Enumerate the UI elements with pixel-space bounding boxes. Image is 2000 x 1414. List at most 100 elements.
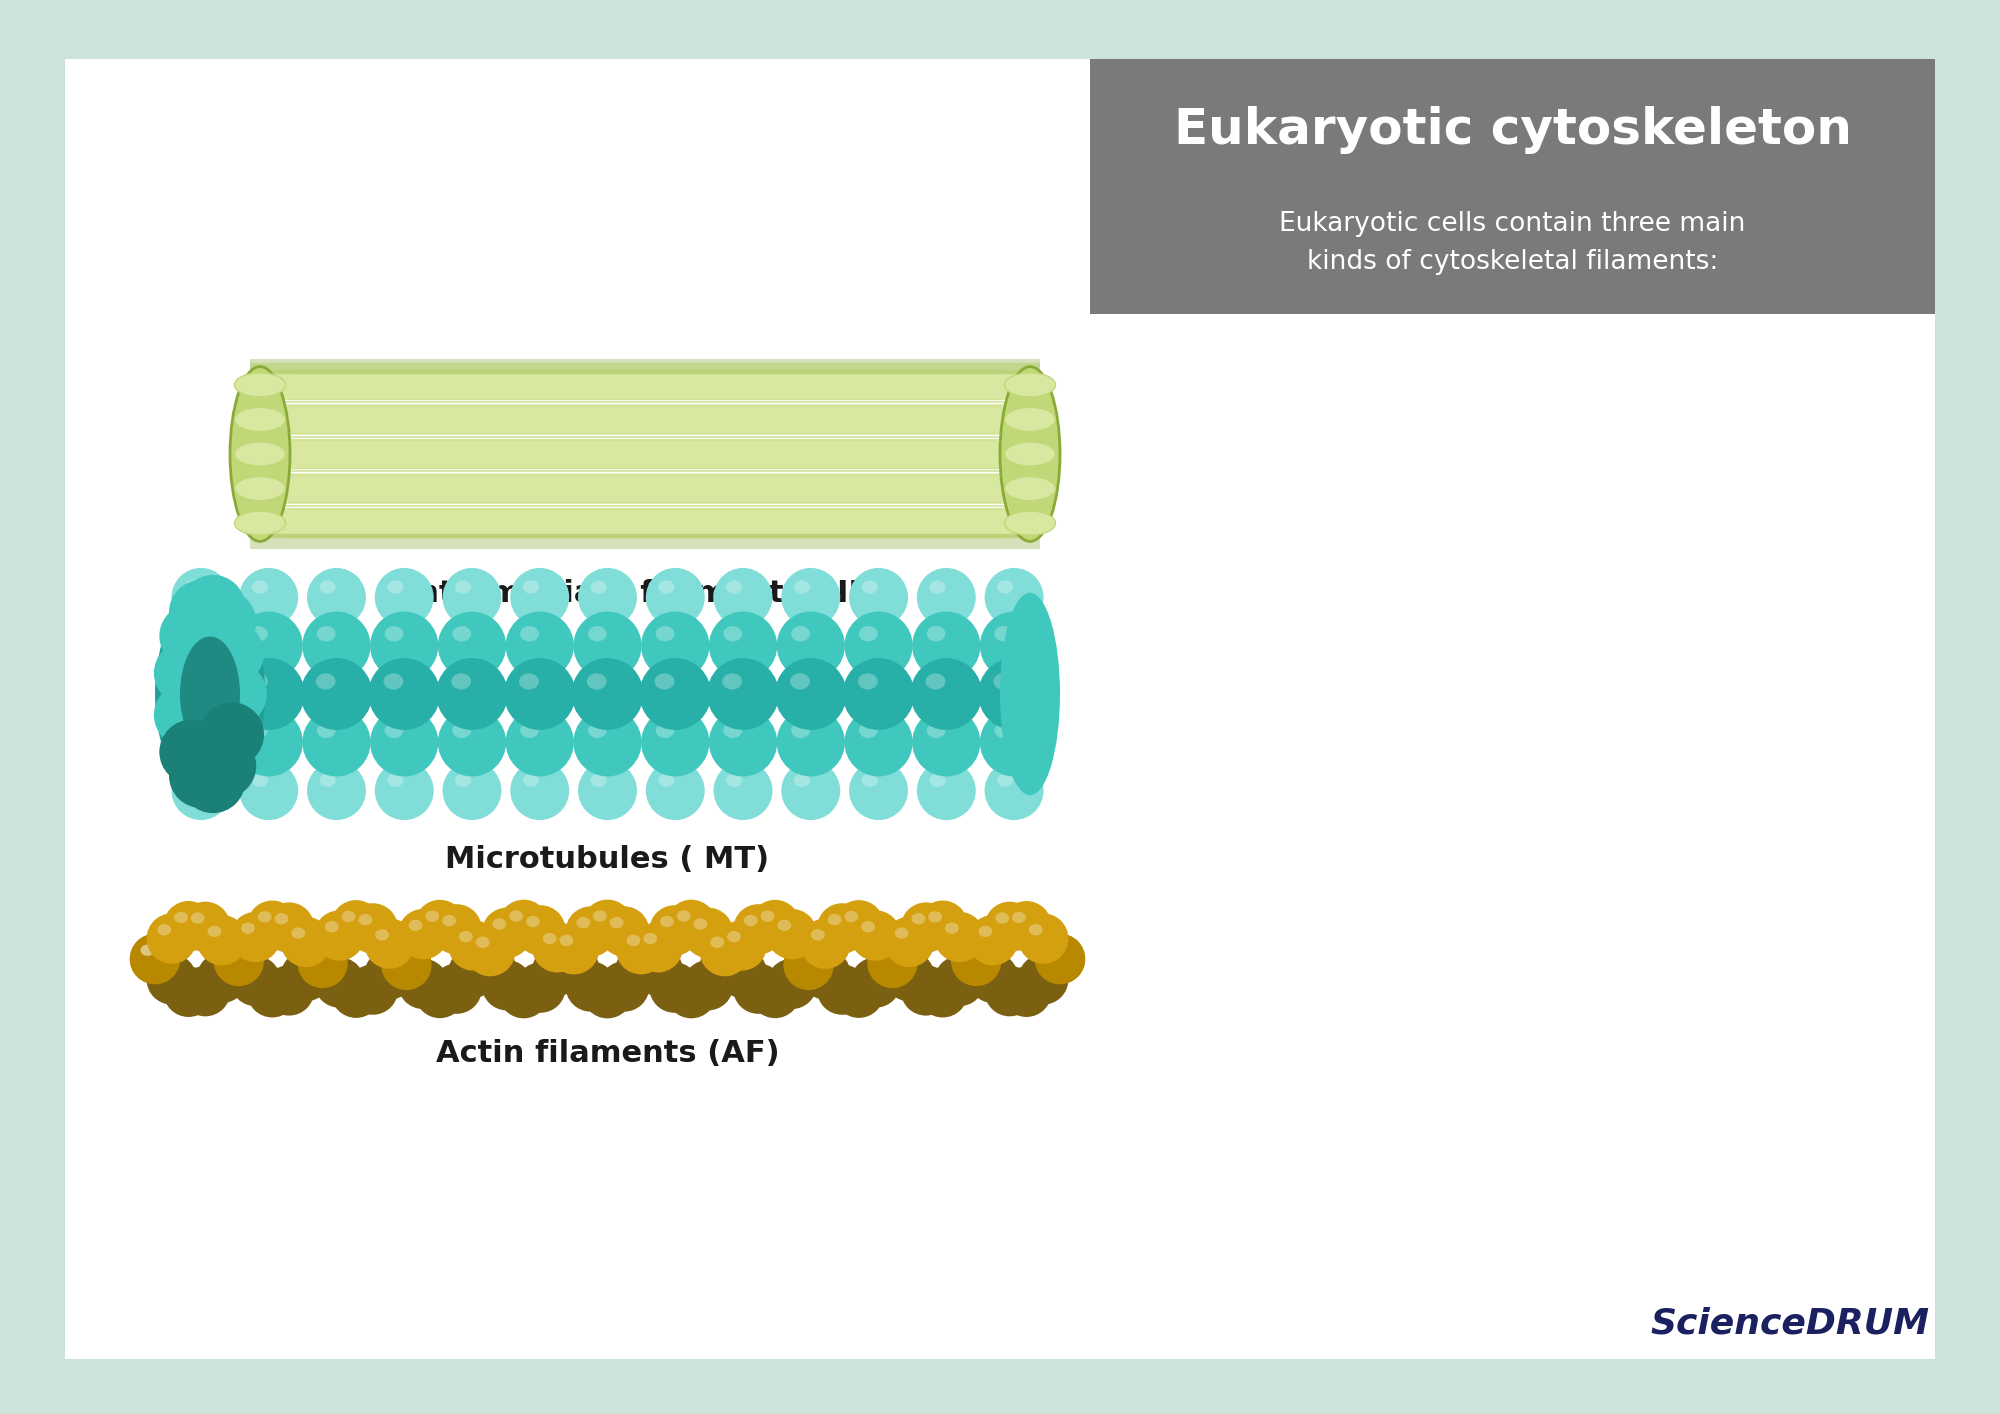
- Ellipse shape: [506, 708, 574, 776]
- Ellipse shape: [928, 911, 942, 922]
- Ellipse shape: [994, 673, 1014, 690]
- Ellipse shape: [1004, 373, 1056, 397]
- Ellipse shape: [264, 902, 314, 953]
- Ellipse shape: [192, 590, 256, 655]
- Ellipse shape: [234, 510, 286, 534]
- Ellipse shape: [650, 963, 700, 1012]
- Text: Eukaryotic cells contain three main
kinds of cytoskeletal filaments:: Eukaryotic cells contain three main kind…: [1280, 211, 1746, 274]
- Ellipse shape: [448, 921, 498, 970]
- Ellipse shape: [506, 612, 574, 680]
- Ellipse shape: [180, 636, 240, 751]
- Ellipse shape: [448, 947, 498, 998]
- Ellipse shape: [408, 919, 422, 930]
- Ellipse shape: [952, 932, 1002, 983]
- Ellipse shape: [498, 969, 548, 1018]
- Ellipse shape: [600, 962, 650, 1011]
- Ellipse shape: [384, 723, 404, 738]
- Ellipse shape: [348, 904, 398, 953]
- Ellipse shape: [154, 641, 218, 706]
- Ellipse shape: [968, 953, 1018, 1003]
- Ellipse shape: [616, 943, 666, 994]
- Ellipse shape: [850, 911, 900, 960]
- Ellipse shape: [984, 902, 1034, 952]
- Ellipse shape: [694, 918, 708, 929]
- Ellipse shape: [642, 708, 710, 776]
- Ellipse shape: [522, 773, 540, 788]
- Ellipse shape: [766, 959, 818, 1010]
- Ellipse shape: [676, 911, 690, 922]
- Ellipse shape: [316, 626, 336, 642]
- Ellipse shape: [578, 568, 636, 626]
- FancyBboxPatch shape: [260, 438, 1030, 469]
- Ellipse shape: [750, 967, 800, 1018]
- Ellipse shape: [172, 761, 230, 820]
- Ellipse shape: [594, 911, 606, 922]
- Ellipse shape: [810, 929, 824, 940]
- Ellipse shape: [708, 612, 778, 680]
- Ellipse shape: [168, 744, 234, 807]
- Ellipse shape: [240, 761, 298, 820]
- Ellipse shape: [760, 911, 774, 922]
- Ellipse shape: [320, 773, 336, 788]
- Ellipse shape: [234, 708, 302, 776]
- Ellipse shape: [774, 658, 846, 730]
- Ellipse shape: [398, 959, 448, 1010]
- Ellipse shape: [166, 612, 236, 680]
- Ellipse shape: [452, 626, 472, 642]
- Ellipse shape: [160, 604, 224, 669]
- Ellipse shape: [388, 581, 404, 594]
- Ellipse shape: [926, 673, 946, 690]
- Ellipse shape: [182, 626, 200, 642]
- Ellipse shape: [934, 912, 984, 962]
- Ellipse shape: [574, 612, 642, 680]
- Ellipse shape: [166, 708, 236, 776]
- Ellipse shape: [172, 568, 230, 626]
- Ellipse shape: [180, 748, 246, 813]
- Ellipse shape: [306, 761, 366, 820]
- Ellipse shape: [642, 612, 710, 680]
- Ellipse shape: [930, 773, 946, 788]
- Ellipse shape: [968, 915, 1018, 966]
- Ellipse shape: [456, 773, 472, 788]
- Ellipse shape: [374, 568, 434, 626]
- Ellipse shape: [666, 899, 716, 950]
- Ellipse shape: [532, 946, 582, 995]
- Ellipse shape: [184, 581, 200, 594]
- Ellipse shape: [998, 773, 1014, 788]
- Ellipse shape: [1046, 945, 1060, 956]
- Ellipse shape: [248, 967, 298, 1018]
- Ellipse shape: [782, 568, 840, 626]
- Ellipse shape: [314, 911, 364, 960]
- Ellipse shape: [330, 901, 382, 950]
- Ellipse shape: [610, 918, 624, 929]
- Ellipse shape: [658, 773, 674, 788]
- Ellipse shape: [566, 962, 616, 1011]
- Ellipse shape: [302, 708, 370, 776]
- Ellipse shape: [708, 658, 778, 730]
- Ellipse shape: [600, 906, 650, 957]
- Ellipse shape: [792, 626, 810, 642]
- Ellipse shape: [510, 568, 570, 626]
- Ellipse shape: [164, 901, 214, 952]
- Ellipse shape: [980, 612, 1048, 680]
- Ellipse shape: [342, 911, 356, 922]
- Ellipse shape: [280, 950, 332, 1001]
- Ellipse shape: [348, 964, 398, 1015]
- Ellipse shape: [766, 909, 818, 959]
- Text: Actin filaments (AF): Actin filaments (AF): [436, 1039, 780, 1069]
- Ellipse shape: [308, 940, 322, 952]
- Ellipse shape: [842, 658, 914, 730]
- Ellipse shape: [918, 967, 968, 1018]
- Ellipse shape: [744, 915, 758, 926]
- Ellipse shape: [794, 581, 810, 594]
- FancyBboxPatch shape: [250, 359, 1040, 375]
- Ellipse shape: [442, 915, 456, 926]
- Ellipse shape: [894, 928, 908, 939]
- FancyBboxPatch shape: [260, 404, 1030, 434]
- Ellipse shape: [438, 612, 506, 680]
- Ellipse shape: [504, 658, 576, 730]
- Ellipse shape: [302, 612, 370, 680]
- Ellipse shape: [368, 658, 440, 730]
- Ellipse shape: [782, 761, 840, 820]
- Ellipse shape: [264, 966, 314, 1015]
